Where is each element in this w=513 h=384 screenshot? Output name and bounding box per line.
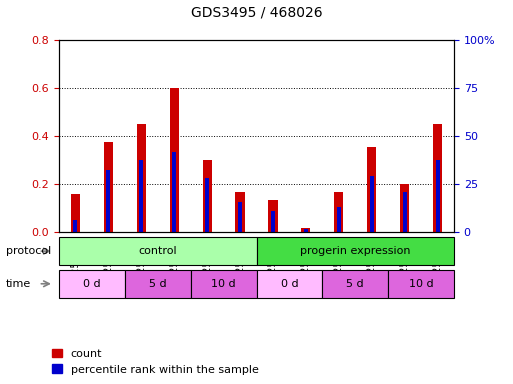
Bar: [238, 202, 242, 232]
Bar: [203, 161, 212, 232]
Text: 5 d: 5 d: [149, 279, 167, 289]
Text: 10 d: 10 d: [409, 279, 433, 289]
Bar: [172, 152, 176, 232]
Bar: [433, 124, 442, 232]
Bar: [268, 200, 278, 232]
Legend: count, percentile rank within the sample: count, percentile rank within the sample: [52, 349, 259, 375]
Bar: [104, 142, 113, 232]
Bar: [367, 147, 377, 232]
Text: progerin expression: progerin expression: [300, 246, 410, 256]
Text: GDS3495 / 468026: GDS3495 / 468026: [191, 5, 322, 19]
Text: 5 d: 5 d: [346, 279, 364, 289]
Bar: [403, 192, 407, 232]
Text: 0 d: 0 d: [281, 279, 298, 289]
Bar: [334, 192, 343, 232]
Bar: [71, 194, 80, 232]
Text: control: control: [139, 246, 177, 256]
Bar: [106, 170, 110, 232]
Bar: [304, 229, 308, 232]
Bar: [400, 184, 409, 232]
Bar: [170, 88, 179, 232]
Text: time: time: [6, 279, 31, 289]
Bar: [436, 161, 440, 232]
Bar: [337, 207, 341, 232]
Bar: [370, 176, 373, 232]
Text: protocol: protocol: [6, 246, 51, 256]
Bar: [73, 220, 77, 232]
Bar: [271, 211, 275, 232]
Text: 10 d: 10 d: [211, 279, 236, 289]
Bar: [205, 178, 209, 232]
Bar: [301, 227, 310, 232]
Bar: [235, 192, 245, 232]
Bar: [136, 124, 146, 232]
Bar: [140, 161, 143, 232]
Text: 0 d: 0 d: [83, 279, 101, 289]
